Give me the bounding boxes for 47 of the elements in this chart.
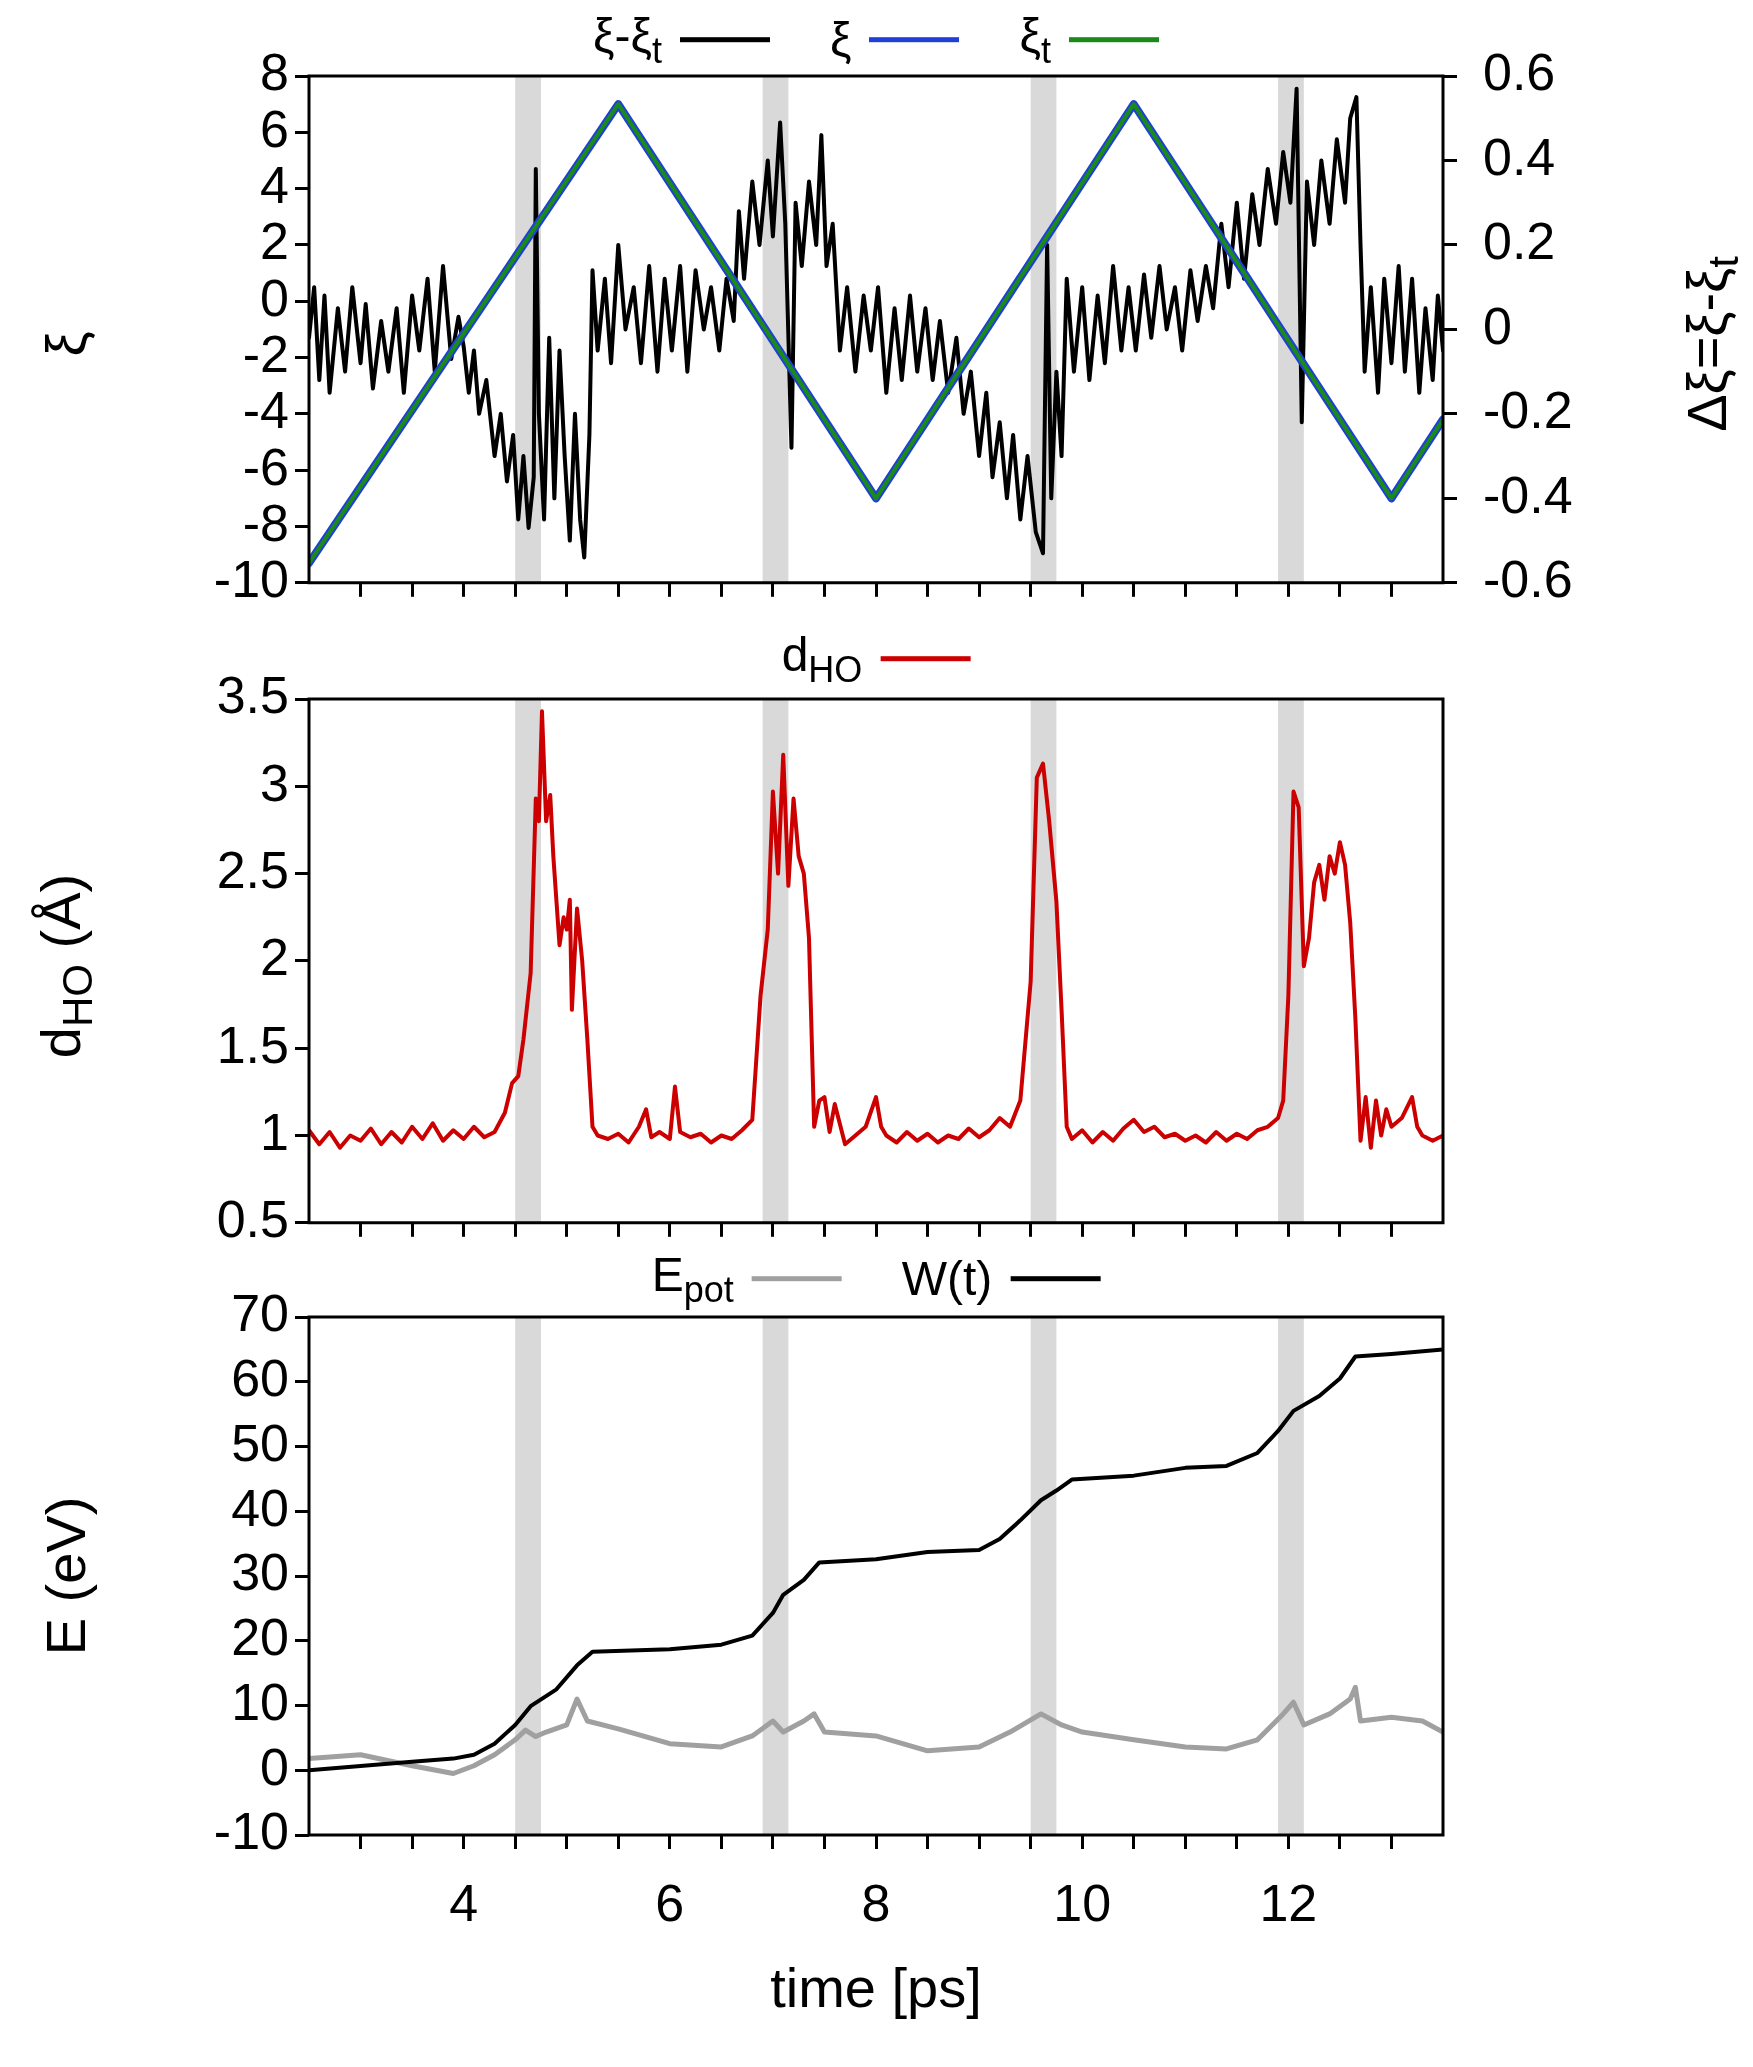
- y-tick-label: 40: [231, 1478, 289, 1537]
- y-tick-label: 2.5: [216, 840, 289, 899]
- y-tick-label: -10: [213, 1802, 289, 1861]
- y-tick-label: -8: [242, 493, 289, 552]
- legend-label: ξ: [829, 12, 852, 68]
- y-tick-label: 4: [260, 155, 289, 214]
- y2-tick-label: 0.6: [1483, 43, 1556, 102]
- x-tick-label: 8: [861, 1873, 891, 1932]
- y-tick-label: 70: [231, 1284, 289, 1343]
- y-tick-label: 0.5: [216, 1190, 289, 1249]
- legend-label: W(t): [901, 1251, 993, 1307]
- y-tick-label: 8: [260, 43, 289, 102]
- y-tick-label: 10: [231, 1672, 289, 1731]
- x-axis-title: time [ps]: [770, 1956, 982, 2019]
- y-tick-label: -10: [213, 550, 289, 609]
- y-tick-label: 0: [260, 1737, 289, 1796]
- y2-tick-label: -0.4: [1483, 465, 1573, 524]
- legend-label: ξ-ξ$_{t}$: [593, 8, 662, 72]
- y-tick-label: -2: [242, 324, 289, 383]
- y-tick-label: 30: [231, 1543, 289, 1602]
- legend-label: ξ$_{t}$: [1019, 8, 1051, 72]
- y2-tick-label: 0: [1483, 296, 1512, 355]
- y-tick-label: 60: [231, 1349, 289, 1408]
- y2-tick-label: -0.6: [1483, 550, 1573, 609]
- y-tick-label: 6: [260, 99, 289, 158]
- y-tick-label: 1: [260, 1102, 289, 1161]
- y-axis-title: ξ: [34, 331, 97, 357]
- y-tick-label: 1.5: [216, 1015, 289, 1074]
- y-axis-title: E (eV): [34, 1496, 97, 1656]
- y-tick-label: 3.5: [216, 666, 289, 725]
- y-tick-label: -4: [242, 381, 289, 440]
- y-tick-label: 3: [260, 753, 289, 812]
- x-tick-label: 6: [655, 1873, 685, 1932]
- legend-label: d$_{HO}$: [781, 627, 863, 691]
- x-tick-label: 12: [1259, 1873, 1318, 1932]
- y-tick-label: 2: [260, 212, 289, 271]
- y2-tick-label: 0.4: [1483, 127, 1556, 186]
- y-tick-label: -6: [242, 437, 289, 496]
- legend-label: E$_{pot}$: [651, 1247, 734, 1311]
- y-tick-label: 0: [260, 268, 289, 327]
- x-tick-label: 4: [449, 1873, 479, 1932]
- y-tick-label: 20: [231, 1608, 289, 1667]
- y-tick-label: 2: [260, 928, 289, 987]
- y2-tick-label: 0.2: [1483, 212, 1556, 271]
- x-tick-label: 10: [1053, 1873, 1112, 1932]
- y2-tick-label: -0.2: [1483, 381, 1573, 440]
- y-tick-label: 50: [231, 1413, 289, 1472]
